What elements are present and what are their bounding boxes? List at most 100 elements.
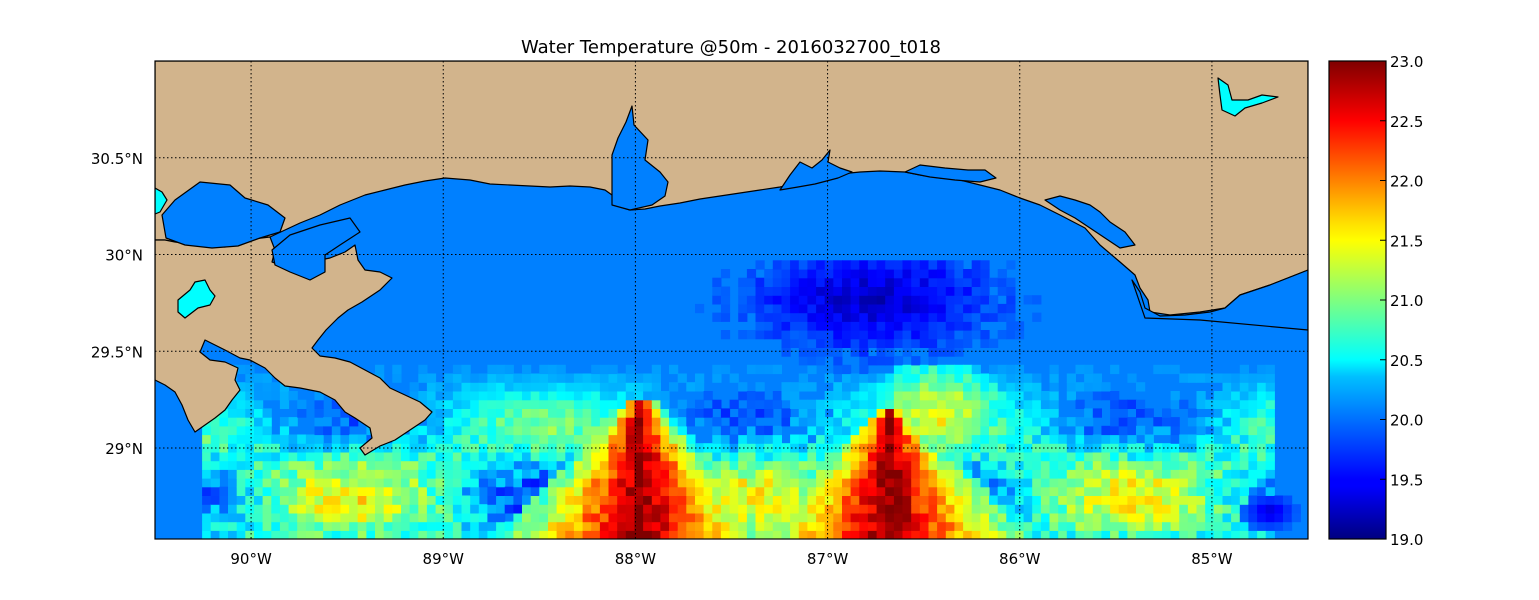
heatmap-cell bbox=[409, 530, 419, 539]
heatmap-cell bbox=[383, 486, 393, 496]
heatmap-cell bbox=[262, 521, 272, 531]
heatmap-cell bbox=[461, 504, 471, 514]
heatmap-cell bbox=[487, 417, 497, 427]
heatmap-cell bbox=[980, 530, 990, 539]
heatmap-cell bbox=[262, 417, 272, 427]
heatmap-cell bbox=[556, 512, 566, 523]
heatmap-cell bbox=[885, 347, 895, 357]
heatmap-cell bbox=[452, 425, 463, 436]
heatmap-cell bbox=[660, 408, 670, 418]
heatmap-cell bbox=[876, 425, 886, 436]
heatmap-cell bbox=[1213, 399, 1223, 409]
heatmap-cell bbox=[980, 504, 990, 514]
heatmap-cell bbox=[245, 486, 255, 496]
heatmap-cell bbox=[807, 417, 817, 427]
heatmap-cell bbox=[911, 382, 921, 392]
heatmap-cell bbox=[254, 495, 264, 505]
heatmap-cell bbox=[1136, 521, 1146, 531]
heatmap-cell bbox=[504, 391, 514, 401]
heatmap-cell bbox=[1239, 495, 1249, 505]
heatmap-cell bbox=[859, 391, 869, 401]
heatmap-cell bbox=[1023, 451, 1033, 462]
heatmap-cell bbox=[1006, 303, 1016, 314]
lake-borgne bbox=[271, 217, 361, 281]
heatmap-cell bbox=[228, 486, 238, 496]
heatmap-cell bbox=[816, 434, 826, 444]
heatmap-cell bbox=[850, 312, 860, 322]
heatmap-cell bbox=[409, 460, 419, 470]
heatmap-cell bbox=[937, 260, 947, 270]
heatmap-cell bbox=[1084, 512, 1094, 523]
heatmap-cell bbox=[790, 338, 800, 348]
y-tick-label: 30.5°N bbox=[91, 150, 143, 168]
heatmap-cell bbox=[1187, 512, 1198, 523]
heatmap-cell bbox=[478, 425, 488, 436]
heatmap-cell bbox=[937, 338, 947, 348]
heatmap-cell bbox=[556, 373, 566, 383]
heatmap-cell bbox=[1213, 434, 1223, 444]
heatmap-cell bbox=[228, 399, 238, 409]
heatmap-cell bbox=[1049, 460, 1059, 470]
heatmap-cell bbox=[1014, 486, 1025, 496]
heatmap-cell bbox=[954, 364, 964, 375]
heatmap-cell bbox=[1014, 530, 1025, 539]
heatmap-cell bbox=[790, 303, 800, 314]
heatmap-cell bbox=[867, 478, 878, 488]
heatmap-cell bbox=[867, 373, 878, 383]
heatmap-cell bbox=[487, 364, 497, 375]
heatmap-cell bbox=[573, 382, 584, 392]
heatmap-cell bbox=[617, 495, 627, 505]
heatmap-cell bbox=[928, 303, 938, 314]
heatmap-cell bbox=[660, 425, 670, 436]
heatmap-cell bbox=[772, 286, 782, 296]
heatmap-cell bbox=[236, 478, 246, 488]
heatmap-cell bbox=[1040, 451, 1051, 462]
heatmap-cell bbox=[522, 434, 532, 444]
heatmap-cell bbox=[859, 451, 869, 462]
heatmap-cell bbox=[1170, 451, 1180, 462]
heatmap-cell bbox=[911, 469, 921, 479]
heatmap-cell bbox=[971, 417, 981, 427]
heatmap-cell bbox=[1170, 434, 1180, 444]
heatmap-cell bbox=[980, 391, 990, 401]
heatmap-cell bbox=[833, 347, 843, 357]
heatmap-cell bbox=[911, 286, 921, 296]
heatmap-cell bbox=[565, 530, 575, 539]
heatmap-cell bbox=[807, 356, 817, 366]
heatmap-cell bbox=[496, 408, 506, 418]
heatmap-cell bbox=[919, 277, 929, 287]
heatmap-cell bbox=[781, 347, 791, 357]
heatmap-cell bbox=[867, 277, 878, 287]
heatmap-cell bbox=[392, 504, 402, 514]
heatmap-cell bbox=[893, 312, 904, 322]
heatmap-cell bbox=[807, 478, 817, 488]
heatmap-cell bbox=[202, 495, 212, 505]
heatmap-cell bbox=[461, 469, 471, 479]
heatmap-cell bbox=[971, 391, 981, 401]
heatmap-cell bbox=[548, 460, 558, 470]
heatmap-cell bbox=[1222, 373, 1232, 383]
heatmap-cell bbox=[1127, 486, 1137, 496]
heatmap-cell bbox=[816, 338, 826, 348]
heatmap-cell bbox=[349, 495, 359, 505]
heatmap-cell bbox=[746, 478, 757, 488]
heatmap-cell bbox=[867, 269, 878, 279]
heatmap-cell bbox=[746, 295, 757, 305]
heatmap-cell bbox=[842, 478, 852, 488]
heatmap-cell bbox=[643, 373, 653, 383]
heatmap-cell bbox=[772, 434, 782, 444]
heatmap-cell bbox=[755, 530, 765, 539]
heatmap-cell bbox=[1239, 460, 1249, 470]
heatmap-cell bbox=[989, 425, 999, 436]
heatmap-cell bbox=[963, 338, 973, 348]
heatmap-cell bbox=[582, 382, 592, 392]
heatmap-cell bbox=[643, 495, 653, 505]
heatmap-cell bbox=[885, 312, 895, 322]
heatmap-cell bbox=[746, 469, 757, 479]
heatmap-cell bbox=[305, 495, 316, 505]
heatmap-cell bbox=[893, 356, 904, 366]
heatmap-cell bbox=[1023, 391, 1033, 401]
heatmap-cell bbox=[945, 478, 955, 488]
heatmap-cell bbox=[565, 373, 575, 383]
